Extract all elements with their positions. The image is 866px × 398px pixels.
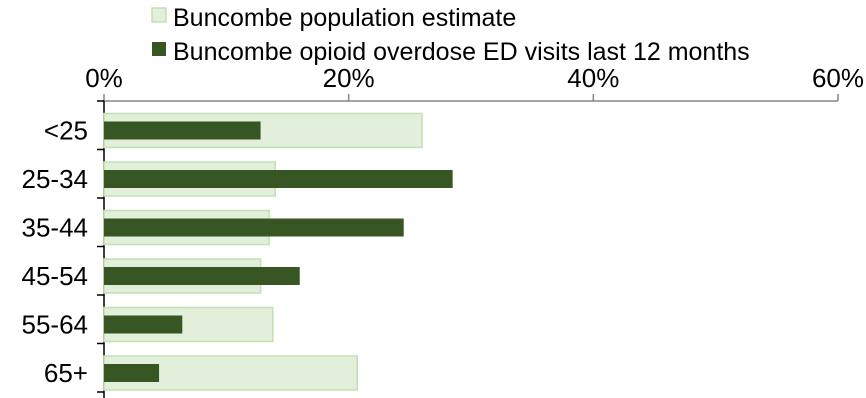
category-label: <25 — [44, 116, 88, 146]
legend-label-ed-visits: Buncombe opioid overdose ED visits last … — [173, 38, 750, 66]
x-tick-label: 0% — [85, 63, 123, 93]
category-label: 65+ — [44, 358, 88, 388]
x-tick-label: 60% — [812, 63, 864, 93]
bar-ed-visits — [104, 121, 261, 140]
axes: 0% 20% 40% 60% — [85, 63, 864, 398]
legend-label-population: Buncombe population estimate — [173, 4, 516, 32]
legend-swatch-ed-visits — [152, 42, 166, 56]
bar-ed-visits — [104, 170, 453, 188]
category-label: 45-54 — [22, 261, 89, 291]
bars — [103, 112, 453, 391]
category-label: 25-34 — [22, 164, 89, 194]
category-labels: <25 25-34 35-44 45-54 55-64 65+ — [22, 116, 89, 389]
bar-ed-visits — [104, 218, 404, 237]
category-label: 55-64 — [22, 310, 89, 340]
bar-ed-visits — [104, 267, 300, 285]
bar-ed-visits — [104, 364, 160, 382]
x-tick-label: 20% — [323, 63, 375, 93]
bar-ed-visits — [104, 315, 183, 334]
legend-swatch-population — [151, 7, 167, 23]
legend: Buncombe population estimate Buncombe op… — [151, 4, 750, 66]
x-tick-label: 40% — [567, 63, 619, 93]
category-label: 35-44 — [22, 213, 89, 243]
